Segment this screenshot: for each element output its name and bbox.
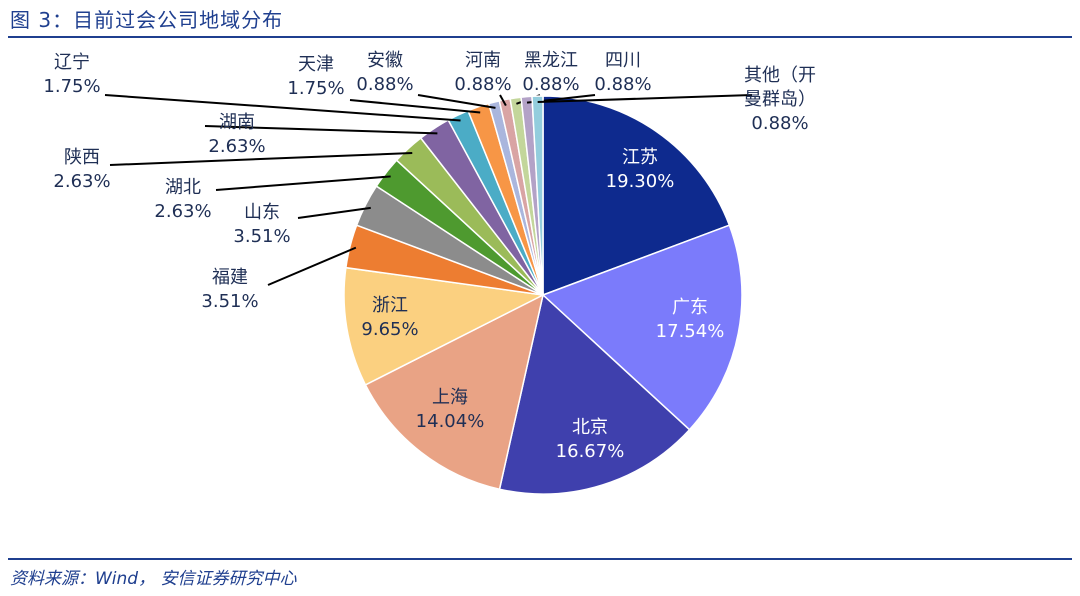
pie-slice bbox=[343, 266, 546, 386]
category-label: 湖北 bbox=[165, 177, 201, 198]
category-label: 河南 bbox=[465, 50, 501, 71]
pie-slice bbox=[531, 95, 544, 296]
value-label: 0.88% bbox=[594, 74, 652, 95]
slice-label: 湖南 2.63% bbox=[208, 111, 265, 159]
leader-line bbox=[537, 94, 753, 104]
category-label: 安徽 bbox=[367, 50, 403, 71]
category-label: 其他（开曼群岛） bbox=[744, 65, 816, 110]
value-label: 1.75% bbox=[43, 76, 101, 97]
leader-line bbox=[297, 206, 371, 219]
value-label: 16.67% bbox=[555, 441, 625, 462]
category-label: 上海 bbox=[431, 387, 468, 408]
value-label: 0.88% bbox=[751, 113, 809, 134]
value-label: 1.75% bbox=[287, 78, 345, 99]
slice-label: 江苏 19.30% bbox=[606, 146, 675, 194]
leader-line bbox=[104, 94, 461, 122]
leader-line bbox=[349, 99, 481, 114]
pie-slice bbox=[364, 293, 545, 491]
value-label: 0.88% bbox=[356, 74, 414, 95]
value-label: 0.88% bbox=[522, 74, 580, 95]
category-label: 湖南 bbox=[219, 112, 255, 133]
category-label: 福建 bbox=[212, 267, 248, 288]
value-label: 17.54% bbox=[655, 321, 725, 342]
leader-line bbox=[499, 94, 507, 107]
category-label: 四川 bbox=[605, 50, 641, 71]
slice-label: 湖北 2.63% bbox=[154, 176, 211, 224]
category-label: 陕西 bbox=[64, 147, 100, 168]
value-label: 19.30% bbox=[605, 171, 675, 192]
category-label: 黑龙江 bbox=[524, 50, 578, 71]
slice-label: 北京 16.67% bbox=[556, 416, 625, 464]
slice-label: 福建 3.51% bbox=[201, 266, 258, 314]
leader-line bbox=[204, 125, 438, 135]
title-rule bbox=[8, 36, 1072, 38]
value-label: 14.04% bbox=[415, 411, 485, 432]
leader-line bbox=[417, 94, 496, 109]
leader-line bbox=[267, 246, 357, 286]
slice-label: 浙江 9.65% bbox=[361, 294, 418, 342]
value-label: 3.51% bbox=[201, 291, 259, 312]
footer-rule bbox=[8, 558, 1072, 560]
value-label: 2.63% bbox=[154, 201, 212, 222]
slice-label: 黑龙江 0.88% bbox=[522, 49, 579, 97]
category-label: 广东 bbox=[671, 297, 708, 318]
slice-label: 陕西 2.63% bbox=[53, 146, 110, 194]
category-label: 天津 bbox=[298, 54, 334, 75]
slice-label: 河南 0.88% bbox=[454, 49, 511, 97]
slice-label: 广东 17.54% bbox=[656, 296, 725, 344]
slice-label: 天津 1.75% bbox=[287, 53, 344, 101]
value-label: 9.65% bbox=[361, 319, 419, 340]
value-label: 0.88% bbox=[454, 74, 512, 95]
slice-label: 安徽 0.88% bbox=[356, 49, 413, 97]
pie-slice bbox=[541, 224, 743, 431]
leader-line bbox=[215, 175, 391, 191]
leader-line bbox=[109, 151, 413, 166]
category-label: 辽宁 bbox=[54, 52, 90, 73]
value-label: 3.51% bbox=[233, 226, 291, 247]
category-label: 山东 bbox=[244, 202, 280, 223]
category-label: 北京 bbox=[571, 417, 608, 438]
value-label: 2.63% bbox=[53, 171, 111, 192]
source-note: 资料来源：Wind， 安信证券研究中心 bbox=[10, 569, 297, 589]
slice-label: 上海 14.04% bbox=[416, 386, 485, 434]
value-label: 2.63% bbox=[208, 136, 266, 157]
slice-label: 其他（开曼群岛） 0.88% bbox=[743, 64, 817, 136]
slice-label: 山东 3.51% bbox=[233, 201, 290, 249]
chart-title: 图 3：目前过会公司地域分布 bbox=[10, 8, 284, 32]
pie-slice bbox=[498, 293, 691, 495]
category-label: 浙江 bbox=[372, 295, 408, 316]
category-label: 江苏 bbox=[621, 147, 658, 168]
slice-label: 辽宁 1.75% bbox=[43, 51, 100, 99]
slice-label: 四川 0.88% bbox=[594, 49, 651, 97]
